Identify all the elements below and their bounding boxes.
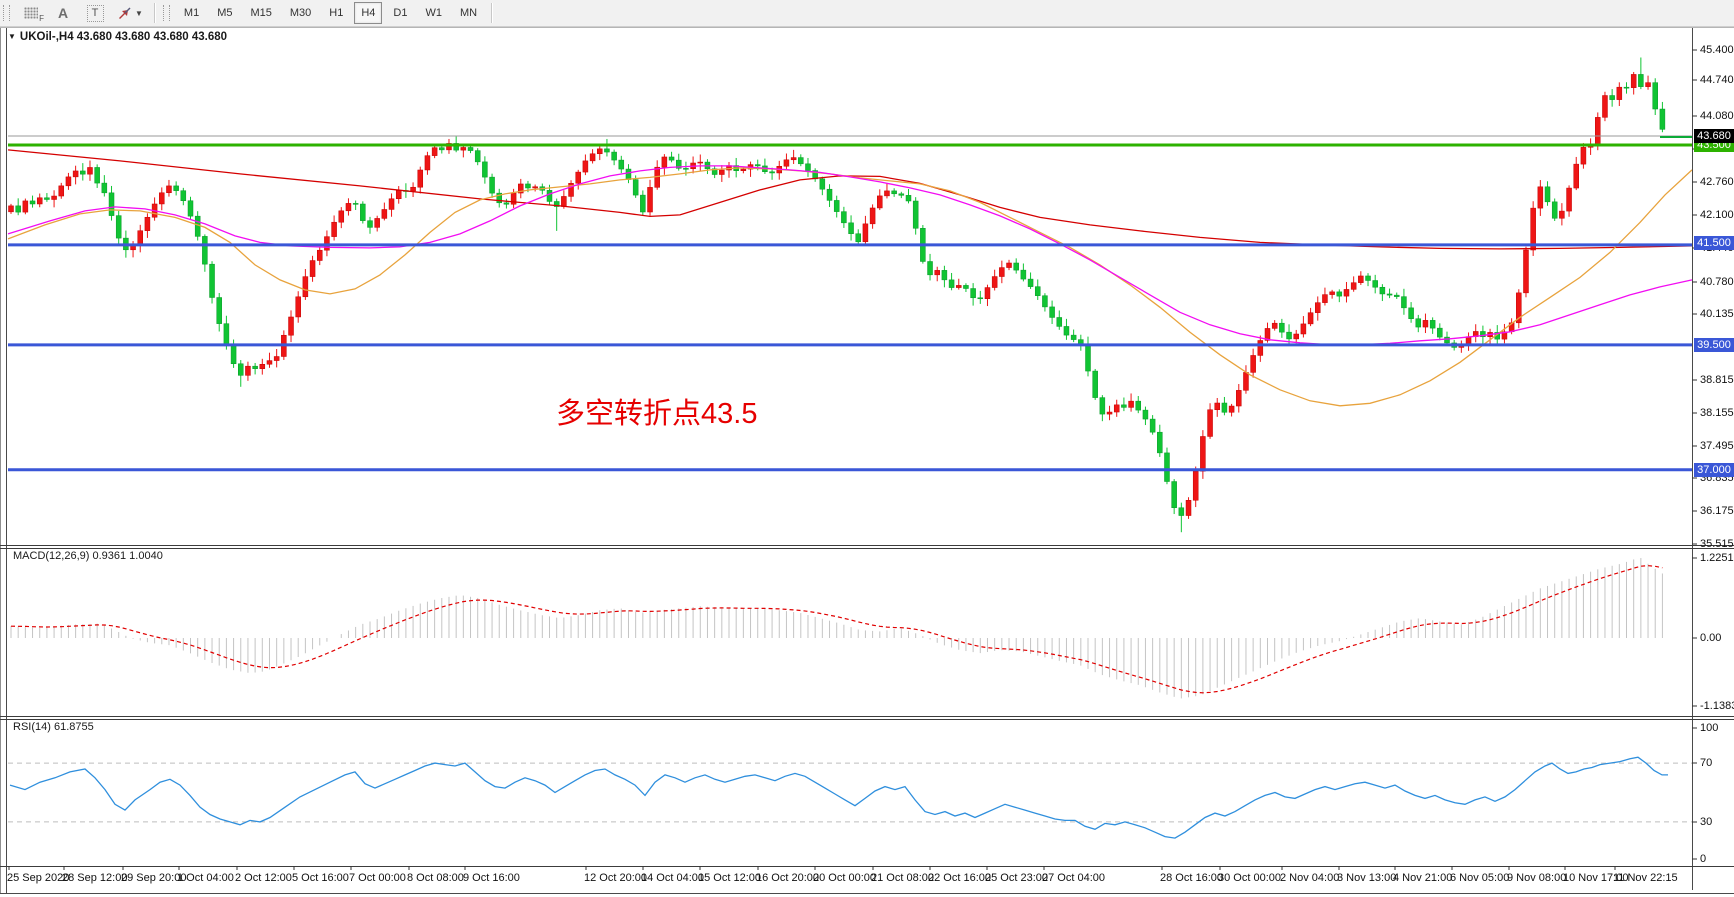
timeframe-button-mn[interactable]: MN xyxy=(459,7,478,19)
crosshair-grid-button[interactable]: F xyxy=(16,2,46,24)
toolbar-separator xyxy=(491,3,493,23)
timeframe-button-w1[interactable]: W1 xyxy=(425,7,442,19)
rsi-axis-label: 70 xyxy=(1700,757,1713,769)
price-axis-label: 40.135 xyxy=(1700,308,1734,320)
time-axis-label: 20 Oct 00:00 xyxy=(813,872,876,884)
price-line-badge: 37.000 xyxy=(1694,463,1734,477)
price-axis-label: 36.175 xyxy=(1700,505,1734,517)
time-axis-label: 2 Oct 12:00 xyxy=(235,872,292,884)
time-axis-label: 9 Oct 16:00 xyxy=(463,872,520,884)
collapse-triangle-icon: ▼ xyxy=(8,32,16,41)
price-axis-label: 40.780 xyxy=(1700,276,1734,288)
time-axis-label: 10 Nov 17:00 xyxy=(1563,872,1629,884)
macd-axis-label: -1.1383 xyxy=(1700,700,1734,712)
price-axis-label: 42.100 xyxy=(1700,209,1734,221)
price-axis-label: 38.815 xyxy=(1700,374,1734,386)
time-axis-label: 1 Oct 04:00 xyxy=(177,872,234,884)
price-line-badge: 39.500 xyxy=(1694,338,1734,352)
diagonal-arrows-icon xyxy=(119,7,131,19)
grid-f-icon: F xyxy=(24,7,44,23)
time-axis-label: 8 Oct 08:00 xyxy=(407,872,464,884)
macd-axis-label: 1.2251 xyxy=(1700,552,1734,564)
price-axis-label: 45.400 xyxy=(1700,44,1734,56)
toolbar-grip[interactable] xyxy=(3,5,10,21)
macd-signal-line xyxy=(10,565,1663,694)
time-axis-label: 11 Nov 22:15 xyxy=(1613,872,1678,884)
price-axis-label: 44.740 xyxy=(1700,74,1734,86)
rsi-line xyxy=(9,756,1668,839)
price-axis-label: 44.080 xyxy=(1700,110,1734,122)
timeframe-button-d1[interactable]: D1 xyxy=(393,7,408,19)
timeframe-toolbar: M1 M5 M15 M30 H1 H4 D1 W1 MN xyxy=(175,2,486,24)
time-axis-label: 15 Oct 12:00 xyxy=(698,872,761,884)
time-axis-label: 28 Sep 12:00 xyxy=(62,872,128,884)
time-axis-label: 25 Sep 2020 xyxy=(7,872,70,884)
time-axis-label: 9 Nov 08:00 xyxy=(1507,872,1567,884)
chart-title: ▼ UKOil-,H4 43.680 43.680 43.680 43.680 xyxy=(8,31,227,43)
time-axis-label: 16 Oct 20:00 xyxy=(756,872,819,884)
text-label-button[interactable]: A xyxy=(48,2,78,24)
time-axis-label: 30 Oct 00:00 xyxy=(1218,872,1281,884)
objects-dropdown-button[interactable]: ▼ xyxy=(112,2,148,24)
rsi-axis-label: 100 xyxy=(1700,722,1719,734)
time-axis-label: 6 Nov 05:00 xyxy=(1450,872,1510,884)
time-axis-label: 3 Nov 13:00 xyxy=(1337,872,1397,884)
ma-orange-line xyxy=(7,167,1693,407)
chart-title-text: UKOil-,H4 43.680 43.680 43.680 43.680 xyxy=(19,31,228,43)
text-tool-button[interactable]: T xyxy=(80,2,110,24)
ma-magenta-line xyxy=(7,165,1693,346)
time-axis-label: 27 Oct 04:00 xyxy=(1042,872,1105,884)
time-axis-label: 4 Nov 21:00 xyxy=(1393,872,1453,884)
price-axis-label: 38.155 xyxy=(1700,407,1734,419)
macd-axis-label: 0.00 xyxy=(1700,632,1722,644)
toolbar-grip[interactable] xyxy=(162,5,170,21)
timeframe-button-m5[interactable]: M5 xyxy=(217,7,233,19)
timeframe-button-m1[interactable]: M1 xyxy=(183,7,200,19)
letter-t-icon: T xyxy=(86,4,104,22)
time-axis-label: 21 Oct 08:00 xyxy=(871,872,934,884)
timeframe-button-m15[interactable]: M15 xyxy=(250,7,272,19)
time-axis-label: 29 Sep 20:00 xyxy=(121,872,187,884)
time-axis-label: 7 Oct 00:00 xyxy=(349,872,406,884)
time-axis-label: 5 Oct 16:00 xyxy=(292,872,349,884)
rsi-axis-label: 30 xyxy=(1700,816,1713,828)
current-price-badge: 43.680 xyxy=(1694,129,1734,143)
toolbar: F A T ▼ M1 M5 M15 M30 H1 H4 D1 W1 MN xyxy=(0,0,1734,27)
time-axis-label: 25 Oct 23:00 xyxy=(985,872,1048,884)
toolbar-separator xyxy=(153,3,155,23)
timeframe-button-h1[interactable]: H1 xyxy=(329,7,344,19)
timeframe-button-h4[interactable]: H4 xyxy=(354,2,383,24)
macd-indicator-label: MACD(12,26,9) 0.9361 1.0040 xyxy=(13,550,163,562)
chevron-down-icon: ▼ xyxy=(135,8,143,18)
chart-annotation-text[interactable]: 多空转折点43.5 xyxy=(556,398,758,430)
price-axis-label: 37.495 xyxy=(1700,440,1734,452)
ma-red-line xyxy=(7,149,1693,250)
time-axis-label: 12 Oct 20:00 xyxy=(584,872,647,884)
time-axis-label: 14 Oct 04:00 xyxy=(641,872,704,884)
price-axis-label: 35.515 xyxy=(1700,538,1734,550)
time-axis-label: 22 Oct 16:00 xyxy=(928,872,991,884)
price-line-badge: 41.500 xyxy=(1694,236,1734,250)
time-axis-label: 28 Oct 16:00 xyxy=(1160,872,1223,884)
timeframe-button-m30[interactable]: M30 xyxy=(289,7,312,19)
letter-a-icon: A xyxy=(57,5,69,21)
rsi-axis-label: 0 xyxy=(1700,853,1707,865)
price-axis-label: 42.760 xyxy=(1700,176,1734,188)
time-axis-label: 2 Nov 04:00 xyxy=(1280,872,1340,884)
rsi-indicator-label: RSI(14) 61.8755 xyxy=(13,721,94,733)
